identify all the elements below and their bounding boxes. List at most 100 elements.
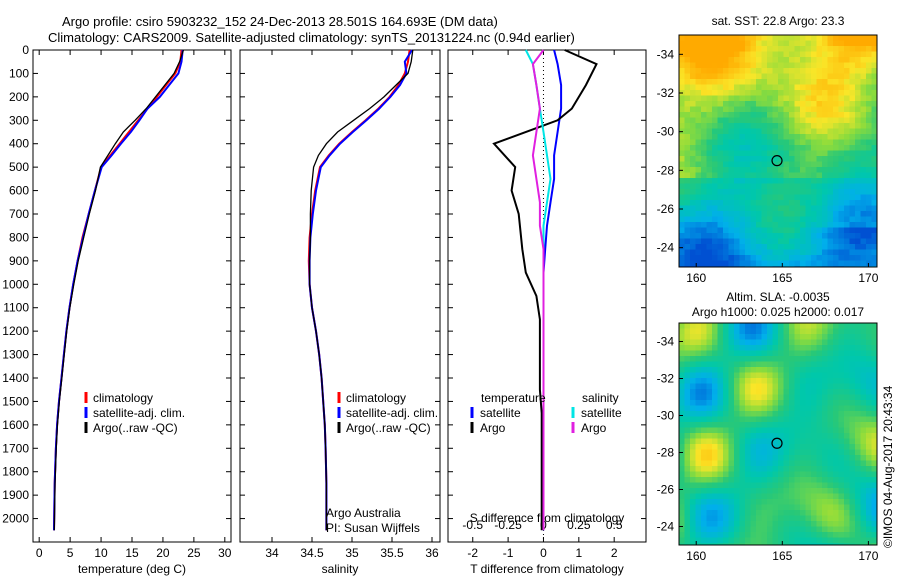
map-cell <box>827 90 833 96</box>
map-cell <box>772 438 778 444</box>
map-cell <box>822 372 828 378</box>
map-cell <box>679 35 685 41</box>
map-cell <box>822 367 828 373</box>
map-cell <box>695 356 701 362</box>
map-cell <box>772 356 778 362</box>
map-cell <box>684 139 690 145</box>
map-cell <box>761 389 767 395</box>
map-cell <box>745 455 751 461</box>
map-cell <box>706 515 712 521</box>
map-cell <box>750 238 756 244</box>
map-cell <box>728 211 734 217</box>
map-cell <box>684 183 690 189</box>
map-cell <box>756 156 762 162</box>
map-cell <box>772 211 778 217</box>
map-cell <box>827 95 833 101</box>
map-cell <box>789 139 795 145</box>
map-cell <box>756 532 762 538</box>
map-cell <box>816 471 822 477</box>
map-cell <box>690 378 696 384</box>
map-cell <box>783 499 789 505</box>
map-cell <box>701 444 707 450</box>
map-cell <box>827 189 833 195</box>
map-cell <box>723 389 729 395</box>
map-cell <box>772 106 778 112</box>
map-cell <box>750 334 756 340</box>
map-cell <box>767 515 773 521</box>
map-cell <box>849 361 855 367</box>
map-cell <box>739 477 745 483</box>
map-cell <box>811 161 817 167</box>
map-cell <box>701 68 707 74</box>
map-cell <box>855 145 861 151</box>
map-cell <box>734 345 740 351</box>
map-cell <box>701 62 707 68</box>
map-cell <box>761 156 767 162</box>
map-cell <box>833 68 839 74</box>
map-cell <box>690 537 696 543</box>
map-cell <box>794 156 800 162</box>
map-cell <box>855 356 861 362</box>
map-cell <box>855 460 861 466</box>
map-cell <box>728 510 734 516</box>
map-cell <box>783 101 789 107</box>
map-cell <box>701 51 707 57</box>
y-tick-label: -26 <box>657 202 675 216</box>
map-cell <box>734 211 740 217</box>
map-cell <box>833 156 839 162</box>
map-cell <box>690 79 696 85</box>
map-cell <box>805 400 811 406</box>
map-cell <box>772 328 778 334</box>
map-cell <box>844 255 850 261</box>
map-cell <box>833 101 839 107</box>
map-cell <box>695 40 701 46</box>
map-cell <box>690 427 696 433</box>
map-cell <box>844 515 850 521</box>
x-tick-label: 5 <box>67 546 74 560</box>
map-cell <box>783 323 789 329</box>
map-cell <box>844 378 850 384</box>
map-cell <box>723 128 729 134</box>
map-cell <box>844 68 850 74</box>
map-cell <box>844 477 850 483</box>
map-cell <box>838 367 844 373</box>
map-cell <box>712 427 718 433</box>
map-cell <box>833 328 839 334</box>
map-cell <box>811 167 817 173</box>
map-cell <box>805 350 811 356</box>
map-cell <box>695 455 701 461</box>
map-cell <box>778 222 784 228</box>
map-cell <box>728 123 734 129</box>
map-cell <box>717 526 723 532</box>
map-cell <box>684 260 690 266</box>
map-cell <box>728 383 734 389</box>
map-cell <box>827 438 833 444</box>
map-cell <box>789 183 795 189</box>
map-cell <box>728 515 734 521</box>
map-cell <box>772 216 778 222</box>
map-cell <box>838 101 844 107</box>
map-cell <box>805 161 811 167</box>
map-cell <box>822 499 828 505</box>
map-cell <box>712 167 718 173</box>
map-cell <box>860 488 866 494</box>
map-cell <box>860 367 866 373</box>
map-cell <box>772 477 778 483</box>
x-axis-label: temperature (deg C) <box>78 562 186 576</box>
y-tick-label: -24 <box>657 241 675 255</box>
map-cell <box>701 260 707 266</box>
map-cell <box>849 422 855 428</box>
map-cell <box>684 123 690 129</box>
map-cell <box>723 477 729 483</box>
map-cell <box>706 167 712 173</box>
map-cell <box>745 339 751 345</box>
map-cell <box>723 328 729 334</box>
map-cell <box>756 112 762 118</box>
map-cell <box>690 73 696 79</box>
map-cell <box>833 521 839 527</box>
map-cell <box>794 79 800 85</box>
map-cell <box>684 477 690 483</box>
map-cell <box>794 106 800 112</box>
map-cell <box>778 128 784 134</box>
map-cell <box>805 438 811 444</box>
